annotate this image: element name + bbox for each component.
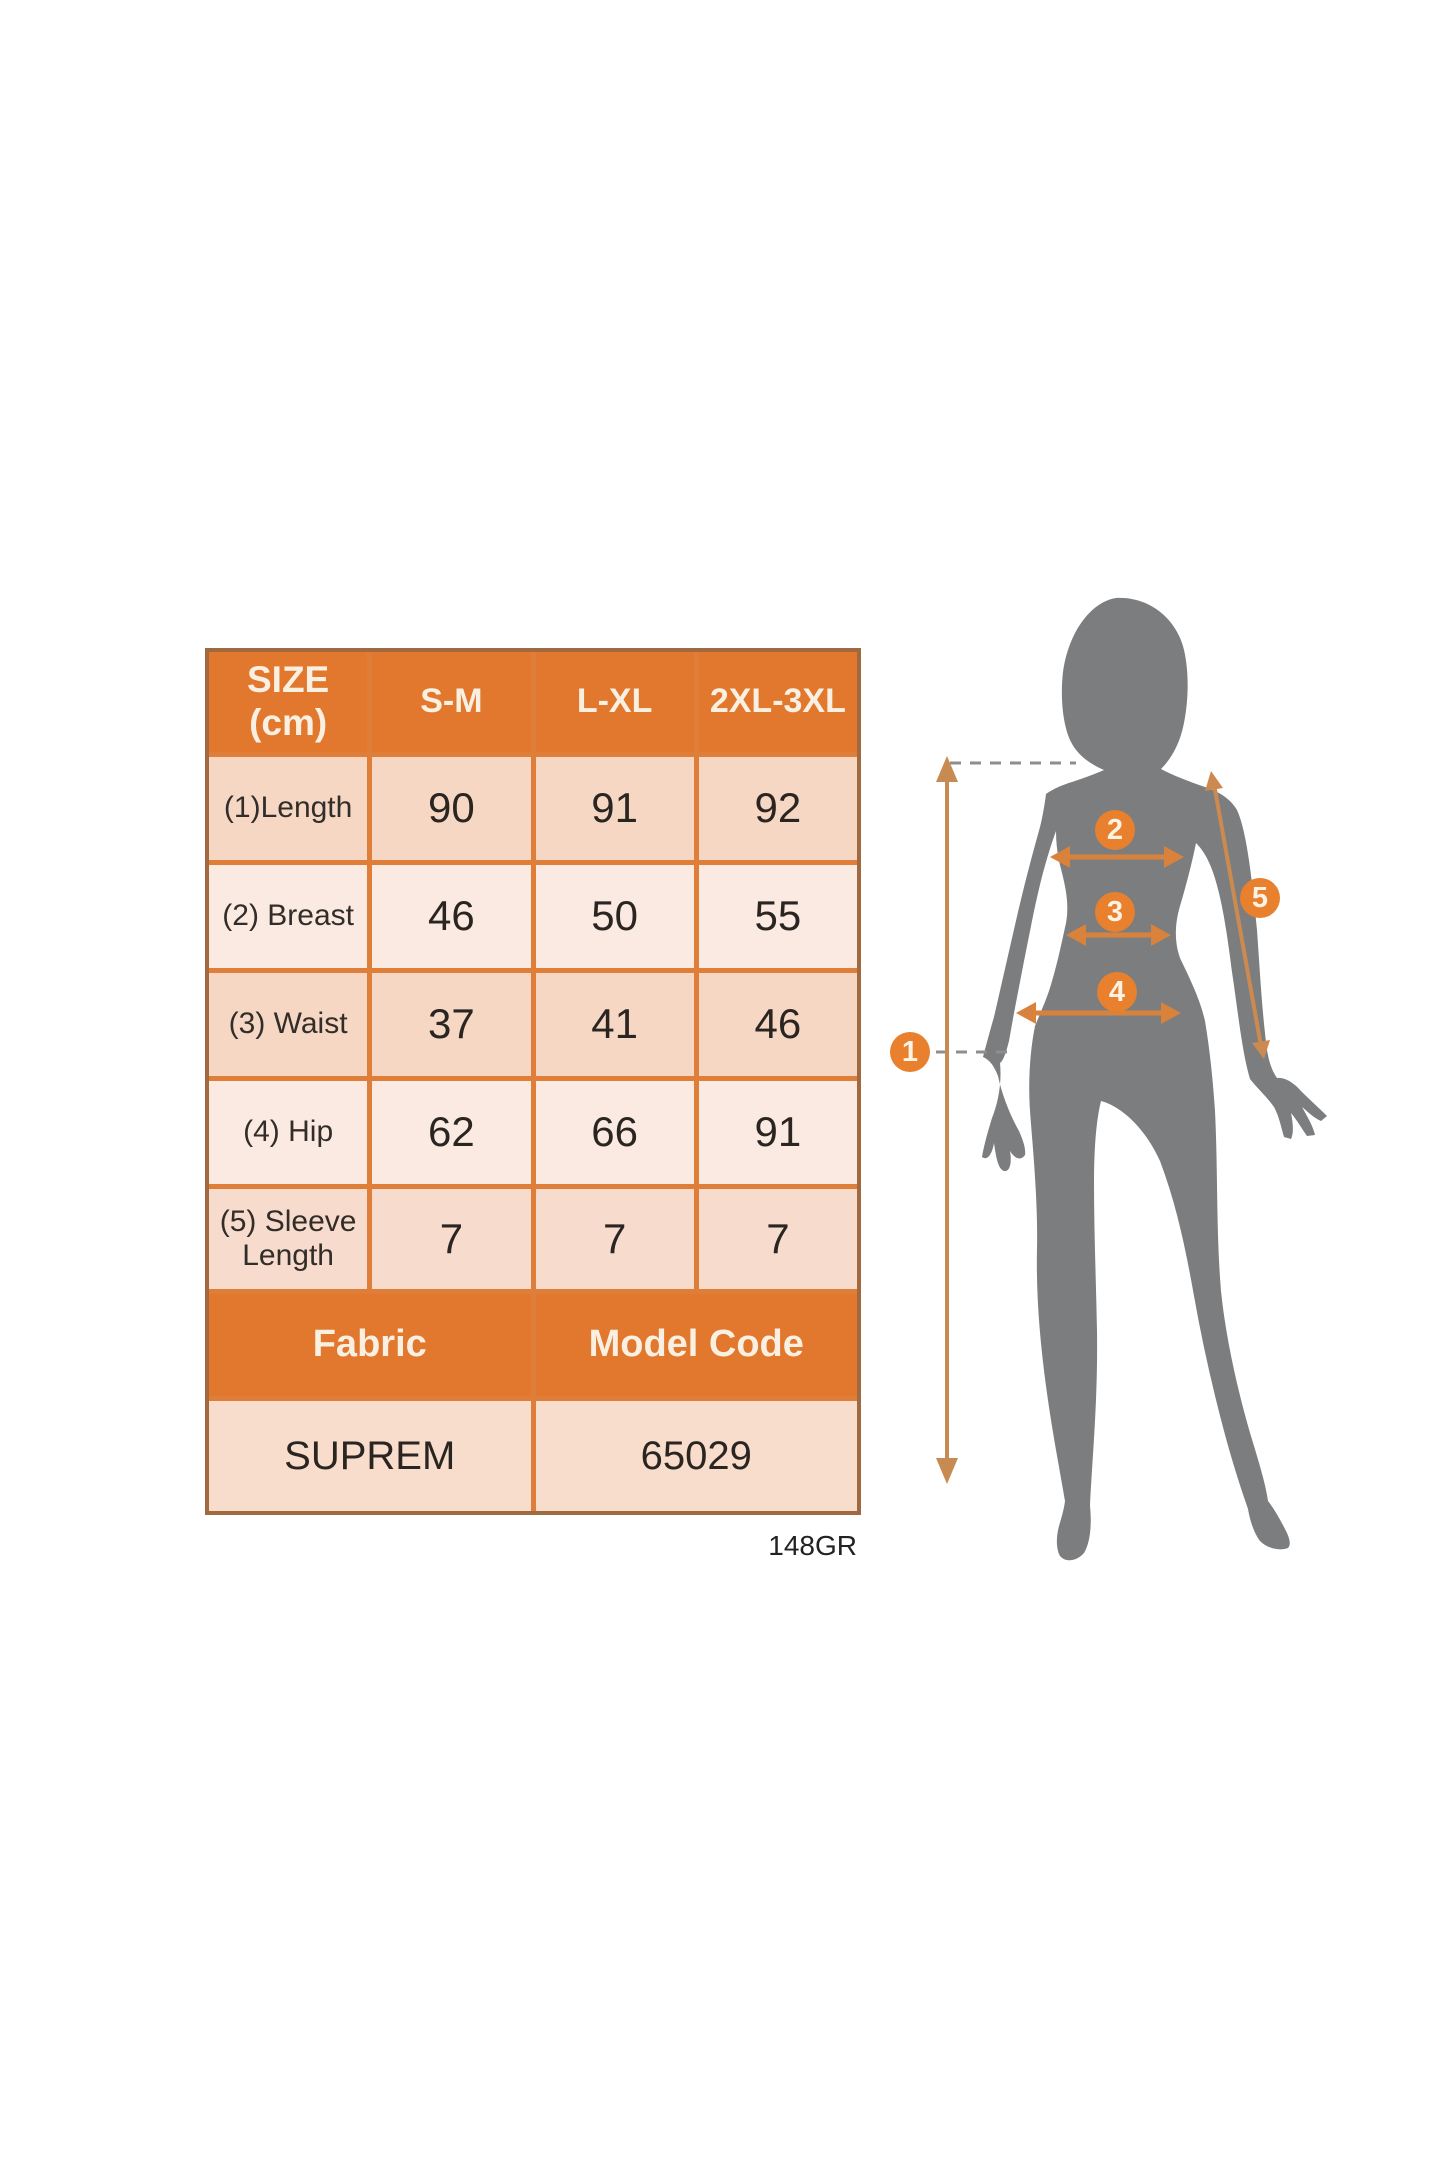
row-label-breast: (2) Breast [209,865,368,968]
measure-badge-5: 5 [1240,878,1280,918]
measure-badge-1: 1 [890,1032,930,1072]
row-label-sleeve-length: (5) Sleeve Length [209,1189,368,1289]
fabric-value: SUPREM [209,1401,531,1511]
size-table: SIZE (cm) S-M L-XL 2XL-3XL (1)Length 90 … [205,648,861,1515]
waist-arrowhead-right [1151,924,1171,946]
measure-badge-4: 4 [1097,972,1137,1012]
measure-badge-3: 3 [1095,892,1135,932]
sleeve-s-m: 7 [372,1189,531,1289]
model-code-value: 65029 [535,1401,857,1511]
row-label-waist: (3) Waist [209,973,368,1076]
woman-silhouette-shape [982,597,1327,1561]
figure-canvas [936,597,1327,1561]
sleeve-arrowhead-top [1205,771,1223,791]
weight-note: 148GR [768,1530,857,1561]
waist-l-xl: 41 [535,973,694,1076]
length-arrowhead-bottom [936,1458,958,1484]
column-header-s-m: S-M [372,652,531,752]
row-label-length: (1)Length [209,757,368,860]
hip-arrowhead-right [1161,1002,1181,1024]
breast-s-m: 46 [372,865,531,968]
waist-arrowhead-left [1066,924,1086,946]
sleeve-arrow [1212,783,1263,1047]
measure-badge-2: 2 [1095,810,1135,850]
measurement-figure [880,580,1400,1600]
fabric-header: Fabric [209,1294,531,1396]
model-code-header: Model Code [535,1294,857,1396]
waist-s-m: 37 [372,973,531,1076]
breast-2xl-3xl: 55 [698,865,857,968]
sleeve-2xl-3xl: 7 [698,1189,857,1289]
breast-arrowhead-right [1164,846,1184,868]
hip-l-xl: 66 [535,1081,694,1184]
hip-s-m: 62 [372,1081,531,1184]
hip-arrowhead-left [1016,1002,1036,1024]
length-2xl-3xl: 92 [698,757,857,860]
size-header-cell: SIZE (cm) [209,652,368,752]
row-label-hip: (4) Hip [209,1081,368,1184]
hip-2xl-3xl: 91 [698,1081,857,1184]
waist-2xl-3xl: 46 [698,973,857,1076]
sleeve-arrowhead-bottom [1252,1040,1270,1059]
sleeve-l-xl: 7 [535,1189,694,1289]
column-header-l-xl: L-XL [535,652,694,752]
length-arrowhead-top [936,756,958,782]
length-s-m: 90 [372,757,531,860]
breast-l-xl: 50 [535,865,694,968]
column-header-2xl-3xl: 2XL-3XL [698,652,857,752]
length-l-xl: 91 [535,757,694,860]
breast-arrowhead-left [1050,846,1070,868]
